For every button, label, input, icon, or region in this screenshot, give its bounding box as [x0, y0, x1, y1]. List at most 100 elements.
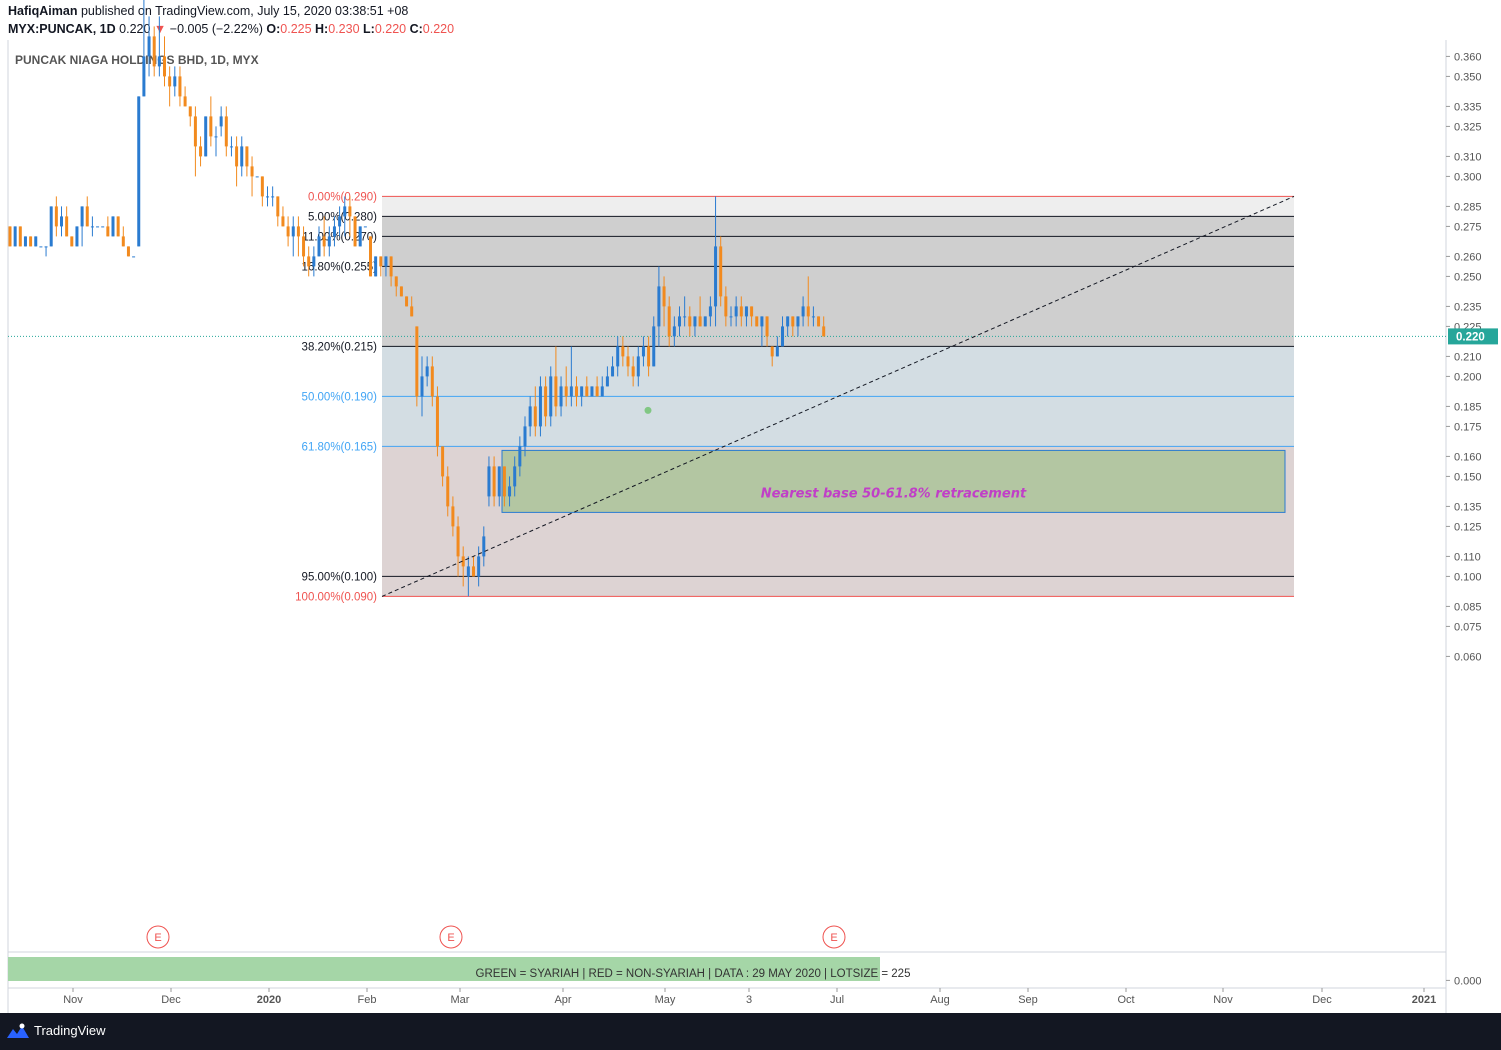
fib-band — [382, 216, 1294, 347]
candle-body — [724, 296, 728, 317]
candle-body — [580, 386, 584, 397]
candle-body — [173, 76, 177, 87]
candle-body — [204, 116, 208, 157]
candle-body — [29, 236, 33, 247]
candle-body — [822, 326, 826, 337]
candle-body — [544, 386, 548, 417]
candle-body — [472, 566, 475, 577]
candle-body — [734, 306, 738, 317]
candle-body — [781, 326, 784, 347]
time-tick-label: Jul — [830, 994, 844, 1006]
candle-body — [18, 226, 22, 247]
candle-body — [492, 466, 496, 497]
candle-body — [477, 556, 481, 577]
candle-body — [126, 246, 130, 257]
symbol-label[interactable]: MYX:PUNCAK, 1D — [8, 22, 116, 36]
earnings-marker — [439, 925, 463, 949]
price-tick-label: 0.100 — [1454, 571, 1482, 583]
candle-body — [549, 376, 553, 417]
candle-body — [389, 256, 393, 277]
price-chart[interactable]: PUNCAK NIAGA HOLDINGS BHD, 1D, MYX 0.00%(… — [0, 0, 1501, 1013]
info-bar — [8, 957, 880, 981]
publish-line: HafiqAiman published on TradingView.com,… — [8, 4, 408, 18]
candle-body — [199, 146, 203, 157]
high-label: H: — [315, 22, 329, 36]
time-tick-label: Apr — [554, 994, 571, 1006]
candle-body — [188, 106, 192, 117]
candle-body — [152, 36, 156, 67]
price-tick-label: 0.135 — [1454, 501, 1482, 513]
candle-body — [533, 406, 537, 427]
candle-body — [369, 236, 372, 277]
candle-body — [683, 316, 687, 318]
candle-body — [688, 316, 692, 327]
candle-body — [96, 226, 100, 228]
candle-body — [65, 216, 69, 237]
candle-body — [54, 206, 58, 227]
candle-body — [49, 206, 53, 247]
candle-body — [657, 286, 661, 327]
earnings-marker — [146, 925, 170, 949]
candle-body — [415, 326, 419, 397]
candle-body — [132, 256, 136, 258]
candle-body — [611, 366, 615, 377]
candle-body — [384, 256, 388, 267]
price-tick-label: 0.200 — [1454, 371, 1482, 383]
candle-body — [39, 246, 43, 248]
candle-body — [75, 226, 79, 247]
candle-body — [466, 566, 470, 577]
last-price-badge — [1448, 328, 1498, 345]
candle-body — [183, 96, 187, 107]
fib-level-label: 100.00%(0.090) — [295, 591, 377, 603]
price-tick-label: 0.360 — [1454, 51, 1482, 63]
candle-body — [631, 366, 635, 377]
candle-body — [523, 426, 527, 447]
candle-body — [590, 386, 594, 397]
candle-body — [760, 316, 764, 327]
candle-body — [157, 56, 161, 67]
candle-body — [770, 346, 774, 357]
author-name[interactable]: HafiqAiman — [8, 4, 78, 18]
price-tick-label: 0.250 — [1454, 271, 1482, 283]
candle-body — [322, 236, 326, 247]
candle-body — [353, 216, 357, 247]
candle-body — [497, 466, 501, 497]
candle-body — [235, 146, 239, 167]
time-tick-label: Dec — [1312, 994, 1332, 1006]
candle-body — [23, 236, 27, 247]
price-tick-label: 0.125 — [1454, 521, 1482, 533]
candle-body — [425, 366, 429, 377]
time-tick-label: Nov — [1213, 994, 1233, 1006]
candle-body — [456, 526, 460, 557]
candle-body — [585, 386, 589, 397]
candle-body — [332, 226, 336, 237]
price-tick-label: 0.350 — [1454, 71, 1482, 83]
fib-level-label: 50.00%(0.190) — [302, 391, 378, 403]
retracement-zone — [501, 449, 1286, 513]
tradingview-brand[interactable]: TradingView — [34, 1023, 106, 1038]
candle-body — [374, 256, 378, 277]
candle-body — [693, 316, 697, 327]
time-tick-label: Sep — [1018, 994, 1038, 1006]
candle-body — [178, 76, 182, 97]
candle-body — [307, 256, 311, 267]
time-tick-label: Dec — [161, 994, 181, 1006]
candle-body — [85, 206, 89, 227]
price-tick-label: 0.160 — [1454, 451, 1482, 463]
candle-body — [34, 236, 38, 247]
candle-body — [708, 306, 712, 317]
candle-body — [791, 316, 795, 327]
tradingview-logo-icon[interactable] — [6, 1021, 30, 1041]
price-tick-label: 0.310 — [1454, 151, 1482, 163]
candle-body — [327, 236, 331, 247]
time-tick-label: 2020 — [257, 994, 281, 1006]
candle-body — [575, 386, 578, 397]
time-tick-label: Oct — [1117, 994, 1134, 1006]
candle-body — [755, 316, 759, 327]
candle-body — [729, 316, 733, 318]
candle-body — [662, 286, 666, 307]
candle-body — [667, 306, 671, 337]
chart-title: PUNCAK NIAGA HOLDINGS BHD, 1D, MYX — [15, 53, 259, 67]
candle-body — [811, 316, 815, 318]
candle-body — [286, 226, 290, 237]
